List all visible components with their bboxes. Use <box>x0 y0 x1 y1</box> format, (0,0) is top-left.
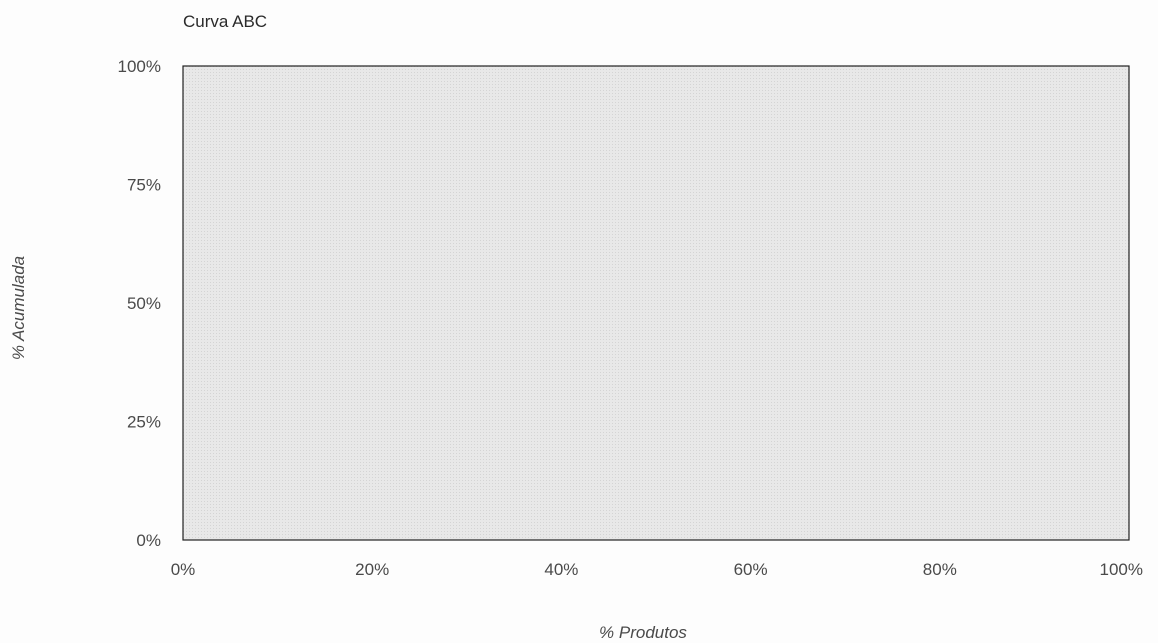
y-tick-label: 75% <box>127 176 161 195</box>
x-axis-title: % Produtos <box>599 623 687 642</box>
y-tick-label: 50% <box>127 294 161 313</box>
x-tick-label: 60% <box>734 560 768 579</box>
x-tick-label: 20% <box>355 560 389 579</box>
chart-title: Curva ABC <box>183 12 267 31</box>
y-tick-label: 25% <box>127 413 161 432</box>
y-axis-ticks: 0% 25% 50% 75% 100% <box>118 57 161 550</box>
y-tick-label: 0% <box>136 531 161 550</box>
y-tick-label: 100% <box>118 57 161 76</box>
x-tick-label: 0% <box>171 560 196 579</box>
y-axis-title: % Acumulada <box>9 256 28 360</box>
x-tick-label: 80% <box>923 560 957 579</box>
plot-area <box>182 65 1130 541</box>
x-tick-label: 100% <box>1100 560 1143 579</box>
x-axis-ticks: 0% 20% 40% 60% 80% 100% <box>171 560 1143 579</box>
x-tick-label: 40% <box>544 560 578 579</box>
